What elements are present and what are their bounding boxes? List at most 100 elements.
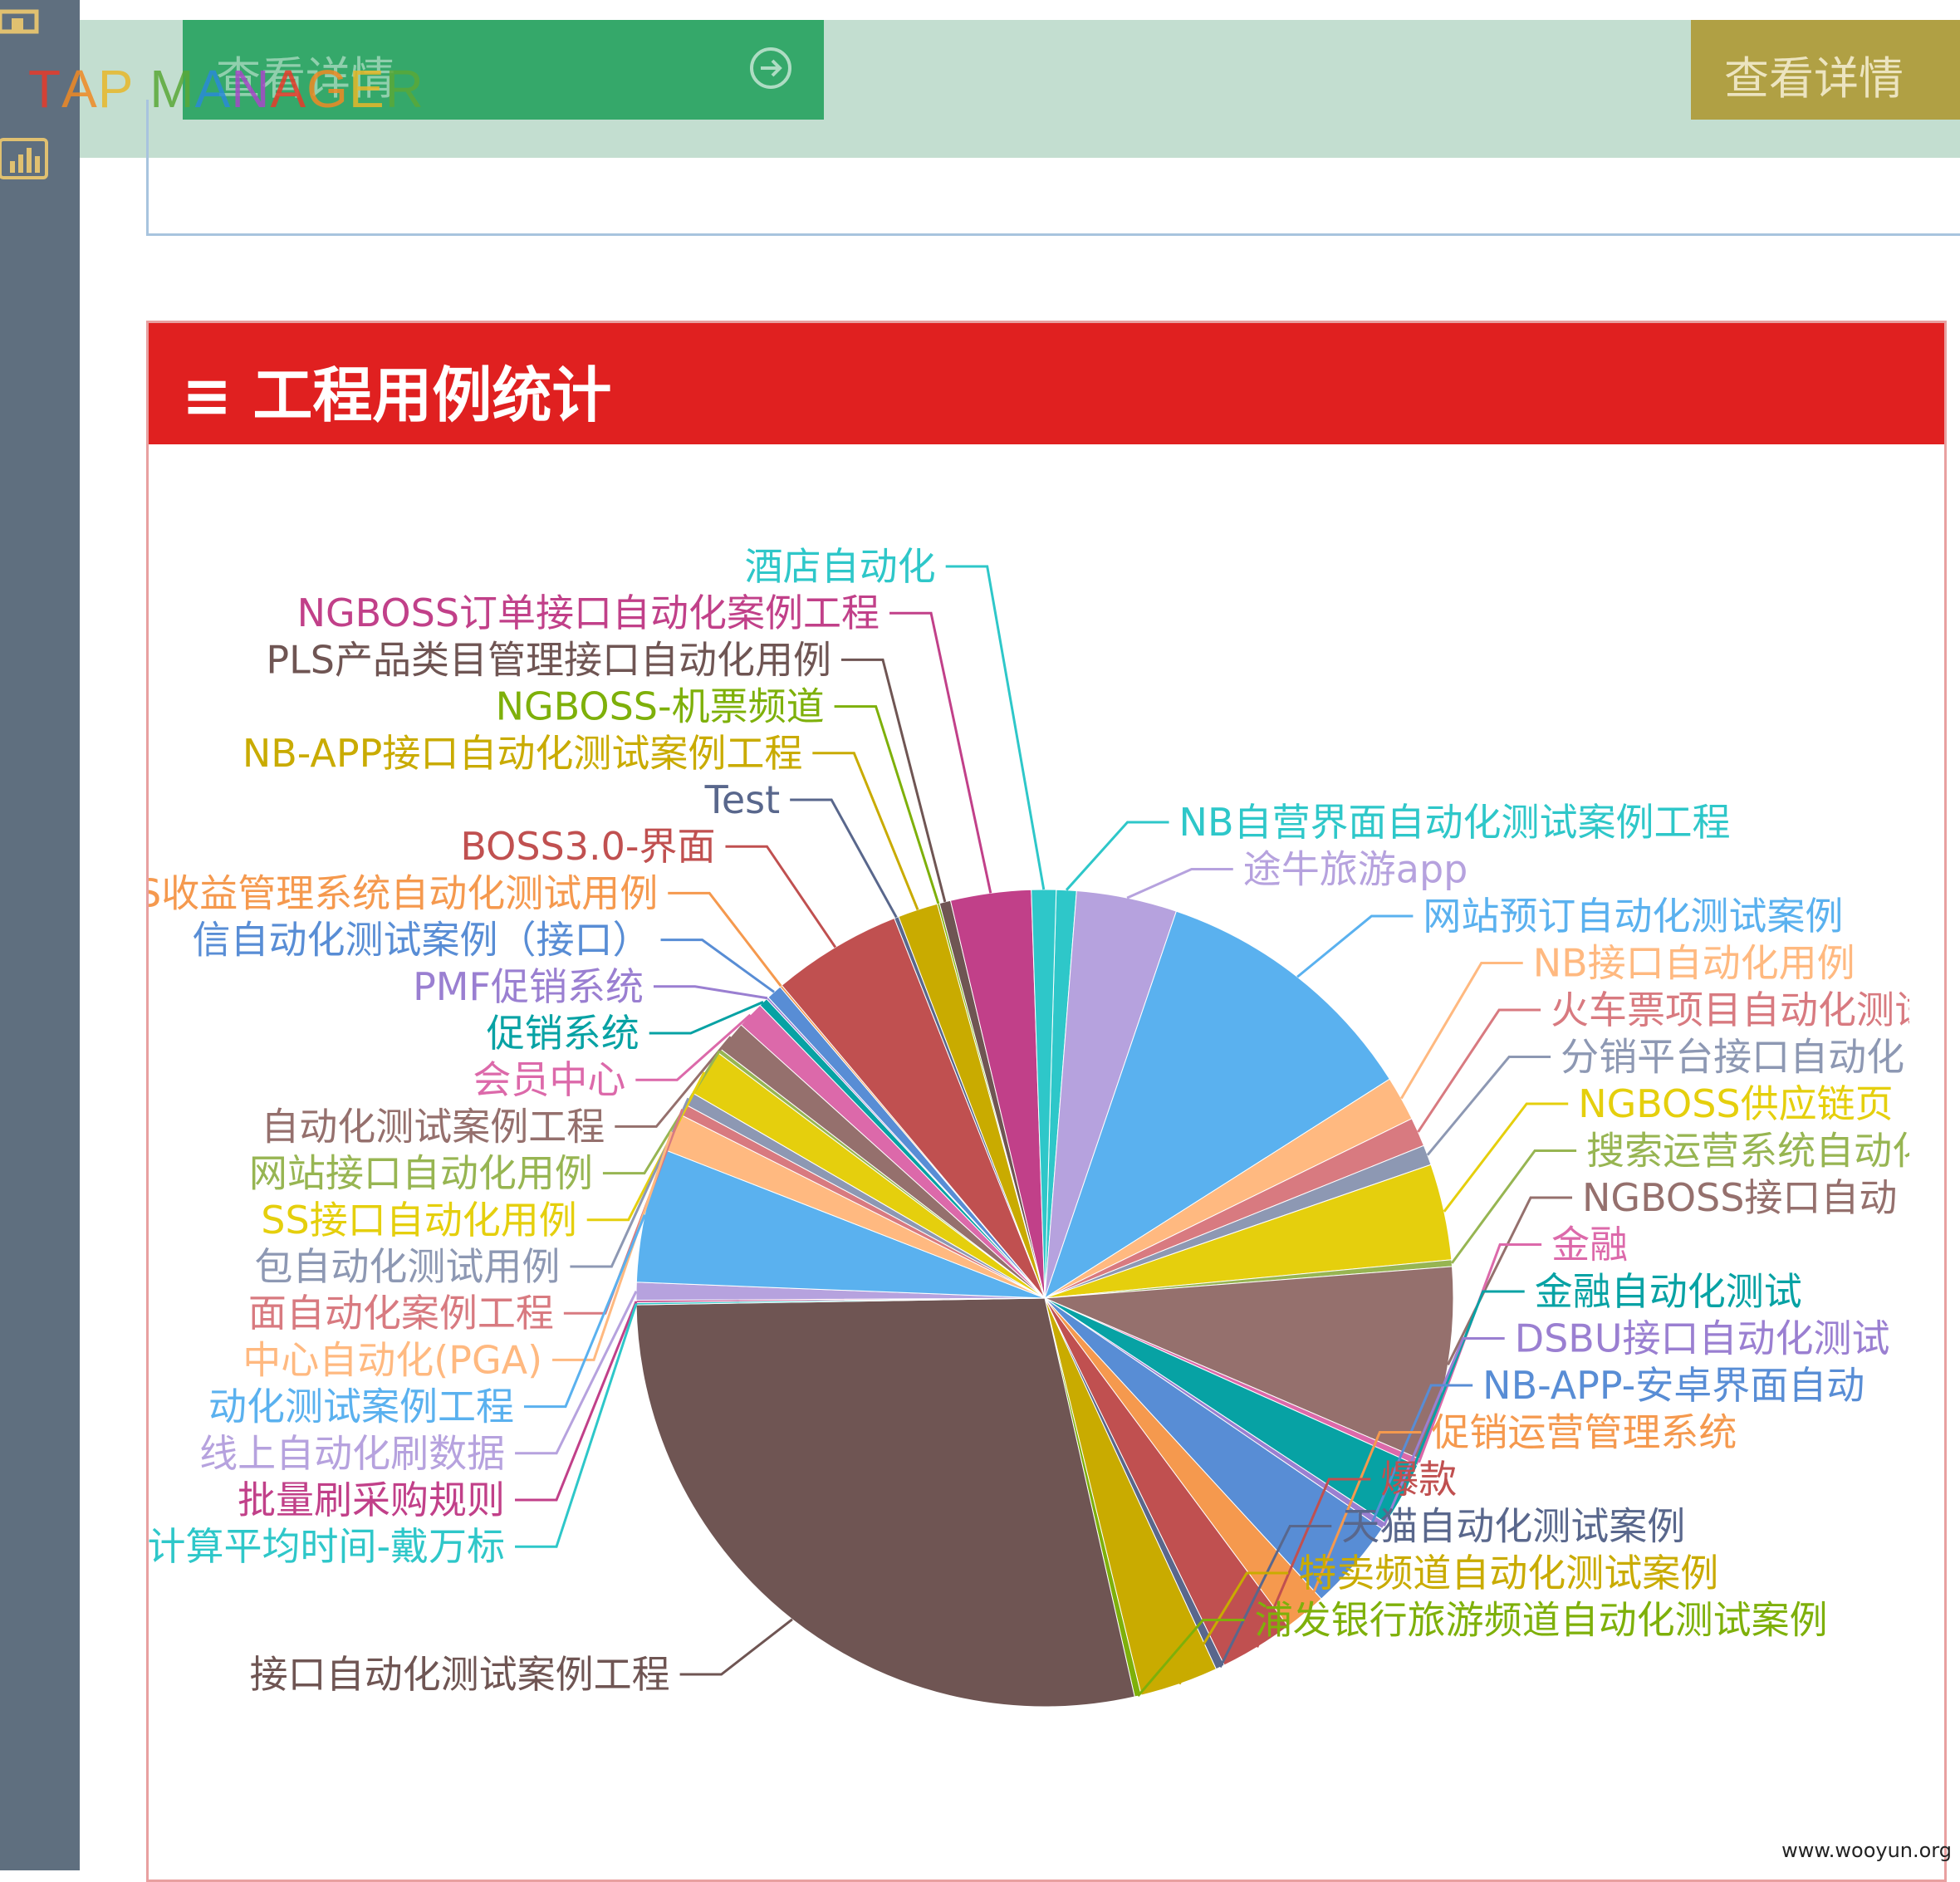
pie-slice[interactable] xyxy=(1044,910,1390,1300)
slice-label: 特卖频道自动化测试案例 xyxy=(1298,1551,1718,1595)
label-leader-line xyxy=(1304,1431,1422,1614)
logo-letter: M xyxy=(149,59,195,119)
label-leader-line xyxy=(515,1291,638,1455)
label-leader-line xyxy=(653,985,768,1000)
slice-label: NGBOSS-机票频道 xyxy=(496,684,825,729)
slice-label: NB-APP-安卓界面自动 xyxy=(1482,1363,1864,1408)
label-leader-line xyxy=(1126,868,1233,899)
label-leader-line xyxy=(523,1213,646,1409)
home-icon[interactable] xyxy=(0,0,43,40)
label-leader-line xyxy=(834,705,940,904)
slice-label: 网站预订自动化测试案例 xyxy=(1423,894,1843,939)
slice-label: NB自营界面自动化测试案例工程 xyxy=(1179,800,1731,845)
slice-label: DSBU接口自动化测试 xyxy=(1515,1316,1890,1361)
slice-label: 面自动化案例工程 xyxy=(248,1291,554,1336)
watermark: www.wooyun.org xyxy=(1781,1839,1952,1862)
label-leader-line xyxy=(679,1618,793,1676)
label-leader-line xyxy=(790,798,898,919)
slice-label: 途牛旅游app xyxy=(1243,847,1468,892)
label-leader-line xyxy=(515,1301,638,1502)
slice-label: 金融自动化测试 xyxy=(1535,1269,1802,1314)
label-leader-line xyxy=(1450,1149,1577,1264)
label-leader-line xyxy=(649,1001,764,1035)
logo-letter: R xyxy=(385,59,424,119)
sidebar xyxy=(0,0,80,1870)
label-leader-line xyxy=(668,891,782,988)
label-leader-line xyxy=(515,1303,638,1548)
slice-label: 动化测试案例工程 xyxy=(208,1385,514,1429)
slice-label: PLS产品类目管理接口自动化用例 xyxy=(266,637,831,682)
label-leader-line xyxy=(840,658,947,903)
slice-label: 线上自动化刷数据 xyxy=(199,1431,505,1476)
slice-label: 爆款 xyxy=(1380,1457,1457,1502)
view-details-label: 查看详情 xyxy=(216,52,395,105)
slice-label: 金融 xyxy=(1551,1223,1628,1267)
slice-label: PMF促销系统 xyxy=(413,964,644,1009)
slice-label: 搜索运营系统自动化 xyxy=(1586,1129,1930,1174)
slice-label: 促销运营管理系统 xyxy=(1431,1410,1737,1455)
slice-label: SS接口自动化用例 xyxy=(261,1198,576,1242)
slice-label: 计算平均时间-戴万标 xyxy=(147,1524,505,1569)
logo-letter: T xyxy=(28,59,62,119)
slice-label: NGBOSS订单接口自动化案例工程 xyxy=(297,591,880,635)
slice-label: 自动化测试案例工程 xyxy=(261,1104,605,1149)
slice-label: 包自动化测试用例 xyxy=(254,1244,560,1289)
slice-label: S收益管理系统自动化测试用例 xyxy=(137,870,658,915)
label-leader-line xyxy=(1178,1571,1289,1685)
label-leader-line xyxy=(1401,1290,1525,1496)
slice-label: 接口自动化测试案例工程 xyxy=(250,1652,670,1697)
slice-label: 信自动化测试案例（接口） xyxy=(193,918,651,963)
label-leader-line xyxy=(1065,821,1169,891)
label-leader-line xyxy=(635,1013,752,1081)
slice-label: 火车票项目自动化测试 xyxy=(1551,988,1933,1032)
top-edge xyxy=(80,0,1960,20)
slice-label: BOSS3.0-界面 xyxy=(460,824,715,869)
label-leader-line xyxy=(725,845,837,948)
slice-label: 浦发银行旅游频道自动化测试案例 xyxy=(1255,1598,1828,1643)
slice-label: Test xyxy=(704,777,781,822)
slice-label: 批量刷采购规则 xyxy=(238,1478,505,1522)
logo-letter: A xyxy=(270,59,307,119)
slice-label: NGBOSS接口自动 xyxy=(1582,1175,1897,1220)
label-leader-line xyxy=(552,1131,674,1361)
arrow-right-circle-icon xyxy=(750,47,791,89)
label-leader-line xyxy=(1137,1619,1245,1698)
label-leader-line xyxy=(1418,1243,1542,1463)
slice-label: 会员中心 xyxy=(473,1057,625,1102)
view-details-button-right[interactable]: 查看详情 xyxy=(1691,20,1960,120)
logo-letter: P xyxy=(97,59,135,119)
app-logo: TAP MANAGER xyxy=(28,58,424,120)
pie-slice[interactable] xyxy=(781,917,1046,1299)
label-leader-line xyxy=(1383,1337,1505,1527)
label-leader-line xyxy=(812,752,919,910)
panel-title: ≡ 工程用例统计 xyxy=(182,360,612,430)
logo-letter: N xyxy=(231,59,271,119)
previous-panel xyxy=(146,100,1960,236)
slice-label: 酒店自动化 xyxy=(745,544,936,589)
label-leader-line xyxy=(1352,1384,1473,1566)
label-leader-line xyxy=(1417,1008,1541,1133)
slice-label: NGBOSS供应链页 xyxy=(1578,1081,1893,1126)
label-leader-line xyxy=(1400,962,1523,1100)
slice-label: 促销系统 xyxy=(487,1011,639,1056)
label-leader-line xyxy=(1296,914,1414,978)
label-leader-line xyxy=(615,1036,732,1128)
label-leader-line xyxy=(1256,1478,1371,1648)
label-leader-line xyxy=(1426,1056,1551,1156)
label-leader-line xyxy=(945,565,1046,890)
label-leader-line xyxy=(1443,1102,1569,1213)
pie-slice[interactable] xyxy=(635,1297,1135,1708)
view-details-label-right: 查看详情 xyxy=(1724,52,1904,105)
label-leader-line xyxy=(889,611,992,894)
logo-letter: G xyxy=(306,59,349,119)
slice-label: 网站接口自动化用例 xyxy=(249,1151,593,1196)
logo-letter: A xyxy=(61,59,98,119)
panel-header: ≡ 工程用例统计 xyxy=(149,323,1944,444)
slice-label: 分销平台接口自动化 xyxy=(1561,1035,1904,1080)
view-details-button[interactable]: 查看详情 xyxy=(183,20,824,120)
slice-label: NB-APP接口自动化测试案例工程 xyxy=(243,731,803,776)
slice-label: 天猫自动化测试案例 xyxy=(1341,1504,1685,1549)
logo-letter: A xyxy=(194,59,232,119)
chart-icon[interactable] xyxy=(0,133,50,186)
